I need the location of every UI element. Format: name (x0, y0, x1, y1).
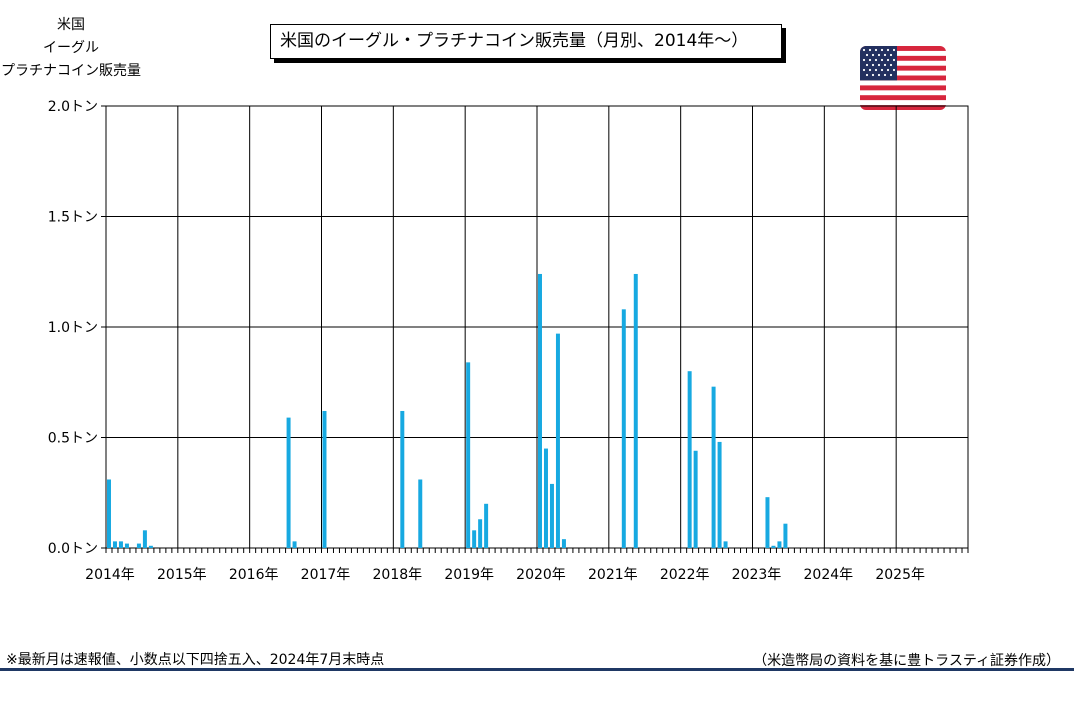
bar (400, 410, 405, 548)
y-tick-label: 0.5トン (48, 431, 98, 447)
x-tick-label: 2021年 (588, 567, 638, 583)
bar (711, 386, 716, 548)
bar (286, 417, 291, 548)
bar (124, 543, 129, 548)
bar (549, 483, 554, 548)
bar (466, 362, 471, 548)
bar (322, 410, 327, 548)
bar (693, 450, 698, 548)
bar (621, 309, 626, 548)
bar (765, 497, 770, 548)
y-axis-title: 米国 イーグル プラチナコイン販売量 (0, 14, 142, 83)
y-tick-label: 0.0トン (48, 541, 98, 557)
y-axis-title-line: プラチナコイン販売量 (1, 63, 141, 79)
bar (687, 371, 692, 548)
bar (118, 541, 123, 548)
x-tick-label: 2018年 (373, 567, 423, 583)
bar (136, 543, 141, 548)
x-tick-label: 2015年 (157, 567, 207, 583)
bar (777, 541, 782, 548)
bar (148, 545, 153, 548)
bar (543, 448, 548, 548)
y-axis-title-line: イーグル (43, 40, 99, 56)
bar (783, 523, 788, 548)
x-tick-label: 2025年 (875, 567, 925, 583)
x-tick-label: 2016年 (229, 567, 279, 583)
x-tick-label: 2020年 (516, 567, 566, 583)
y-tick-label: 2.0トン (48, 99, 98, 115)
bottom-divider (0, 668, 1074, 671)
bar (723, 541, 728, 548)
bar-chart: 0.0トン 0.5トン 1.0トン 1.5トン 2.0トン 2014年 2015年 2016年… (48, 99, 969, 583)
y-tick-label: 1.0トン (48, 320, 98, 336)
bar (112, 541, 117, 548)
bar (107, 479, 111, 548)
source-credit: （米造幣局の資料を基に豊トラスティ証券作成） (753, 653, 1060, 669)
bar (292, 541, 297, 548)
x-tick-label: 2022年 (660, 567, 710, 583)
y-axis-title-line: 米国 (57, 17, 85, 33)
bar (472, 530, 477, 548)
x-tick-label: 2024年 (804, 567, 854, 583)
chart-title: 米国のイーグル・プラチナコイン販売量（月別、2014年～） (270, 24, 782, 59)
x-tick-label: 2019年 (444, 567, 494, 583)
bar (717, 441, 722, 548)
bar (561, 539, 566, 548)
bar (418, 479, 423, 548)
x-tick-label: 2017年 (301, 567, 351, 583)
x-tick-label: 2023年 (732, 567, 782, 583)
bar (771, 545, 776, 548)
bar (633, 273, 638, 548)
y-tick-label: 1.5トン (48, 210, 98, 226)
bar (538, 273, 542, 548)
us-flag-icon (860, 46, 946, 110)
x-tick-label: 2014年 (85, 567, 135, 583)
footnote: ※最新月は速報値、小数点以下四捨五入、2024年7月末時点 (6, 652, 385, 668)
bar (484, 503, 489, 548)
bar (478, 519, 483, 548)
bar (142, 530, 147, 548)
bar (555, 333, 560, 548)
